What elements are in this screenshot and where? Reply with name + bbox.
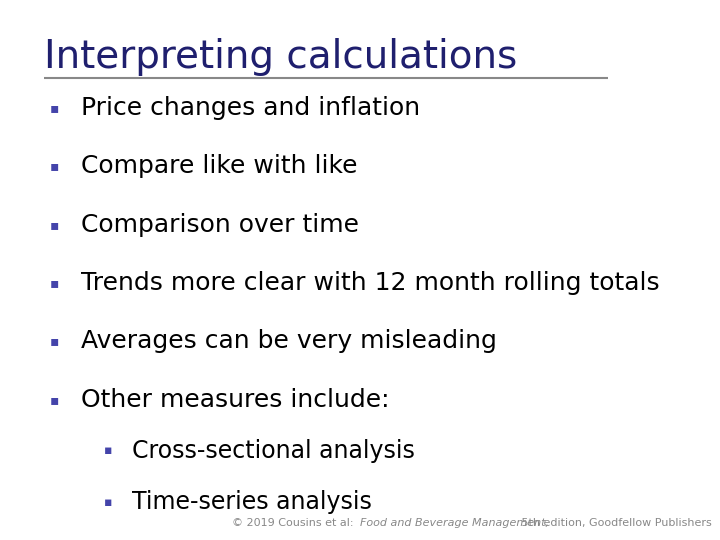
Text: ▪: ▪: [104, 496, 112, 509]
Text: Interpreting calculations: Interpreting calculations: [44, 38, 517, 76]
Text: Averages can be very misleading: Averages can be very misleading: [81, 329, 498, 353]
Text: 5th edition, Goodfellow Publishers: 5th edition, Goodfellow Publishers: [518, 518, 712, 528]
Text: ▪: ▪: [104, 444, 112, 457]
Text: ▪: ▪: [50, 101, 60, 115]
Text: © 2019 Cousins et al:: © 2019 Cousins et al:: [232, 518, 360, 528]
Text: Other measures include:: Other measures include:: [81, 388, 390, 411]
Text: ▪: ▪: [50, 393, 60, 407]
Text: ▪: ▪: [50, 334, 60, 348]
Text: Food and Beverage Management,: Food and Beverage Management,: [360, 518, 549, 528]
Text: Price changes and inflation: Price changes and inflation: [81, 96, 420, 120]
Text: ▪: ▪: [50, 159, 60, 173]
Text: Trends more clear with 12 month rolling totals: Trends more clear with 12 month rolling …: [81, 271, 660, 295]
Text: ▪: ▪: [50, 218, 60, 232]
Text: Cross-sectional analysis: Cross-sectional analysis: [132, 439, 415, 463]
Text: Compare like with like: Compare like with like: [81, 154, 358, 178]
Text: Comparison over time: Comparison over time: [81, 213, 359, 237]
Text: Time-series analysis: Time-series analysis: [132, 490, 372, 514]
Text: ▪: ▪: [50, 276, 60, 290]
